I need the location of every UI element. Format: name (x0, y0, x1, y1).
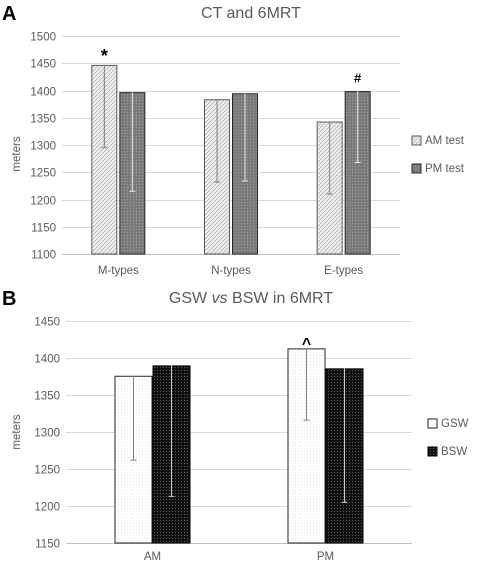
panel-a-y-tick-label: 1250 (30, 168, 56, 180)
panel-a-legend-label: PM test (425, 163, 465, 175)
panel-b-plot: 1150 1200 1250 1300 1350 1400 1450 AM PM GSW BSW ^ (34, 317, 468, 562)
panel-a-y-tick-label: 1200 (30, 196, 56, 208)
panel-b-letter: B (2, 288, 16, 310)
panel-b-title-part-1: GSW (169, 290, 212, 307)
panel-b-title-part-2: vs (212, 290, 228, 307)
panel-b-legend-swatch (427, 446, 438, 457)
panel-b-y-axis-label: meters (11, 414, 23, 449)
panel-a-y-tick-label: 1450 (30, 59, 56, 71)
panel-b-y-tick-label: 1300 (34, 428, 60, 440)
panel-b-title-part-3: BSW in 6MRT (228, 290, 334, 307)
panel-a-legend-swatch (411, 163, 422, 174)
panel-a-y-tick-label: 1150 (31, 223, 56, 235)
panel-a-y-tick-label: 1400 (30, 87, 56, 99)
panel-a-legend-label: AM test (425, 135, 465, 147)
panel-a-y-tick-label: 1300 (30, 141, 56, 153)
panel-b-error-bar (168, 365, 175, 497)
panel-a-error-bar (129, 92, 136, 192)
panel-a-y-tick-label: 1350 (30, 114, 56, 126)
panel-a-letter: A (2, 3, 16, 25)
panel-b-title: GSW vs BSW in 6MRT (169, 290, 333, 307)
panel-a-x-tick-label: M-types (98, 265, 139, 277)
panel-a-x-tick-label: N-types (211, 265, 251, 277)
panel-a-significance-marker: # (354, 70, 362, 85)
panel-a-y-tick-label: 1500 (30, 32, 56, 44)
panel-a-x-tick-label: E-types (324, 265, 363, 277)
panel-a-y-axis-label: meters (11, 136, 23, 171)
panel-a-error-bar (214, 99, 220, 183)
panel-b-x-tick-label: AM (144, 551, 161, 562)
panel-b-legend-label: BSW (441, 446, 467, 458)
panel-b-x-tick-label: PM (317, 551, 334, 562)
panel-a-title: CT and 6MRT (201, 5, 301, 22)
panel-a-error-bar (354, 91, 361, 163)
panel-b-y-tick-label: 1200 (34, 502, 60, 514)
panel-b-legend-label: GSW (441, 418, 469, 430)
panel-b-y-tick-label: 1450 (34, 317, 60, 329)
panel-b-legend-swatch (427, 418, 438, 429)
panel-a-plot: 1100 1150 1200 1250 1300 1350 1400 1450 1500 M-ty… (30, 32, 464, 278)
panel-a-error-bar (101, 64, 108, 149)
panel-b-y-tick-label: 1400 (34, 354, 60, 366)
panel-b-error-bar (303, 348, 310, 421)
panel-b-y-tick-label: 1350 (34, 391, 60, 403)
panel-a-y-tick-label: 1100 (31, 250, 56, 262)
panel-b-error-bar (130, 375, 137, 461)
panel-b-y-tick-label: 1150 (35, 539, 60, 551)
panel-b-y-tick-label: 1250 (34, 465, 60, 477)
panel-a-significance-marker: * (101, 46, 108, 66)
panel-a-error-bar (242, 93, 248, 182)
panel-a-legend-swatch (411, 135, 422, 146)
panel-b-error-bar (341, 368, 348, 503)
panel-a-error-bar (326, 121, 333, 195)
panel-b-significance-marker: ^ (302, 336, 311, 353)
